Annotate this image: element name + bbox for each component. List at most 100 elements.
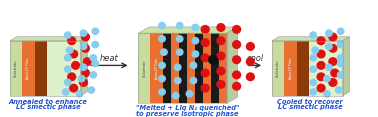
Polygon shape [81,37,87,96]
Circle shape [65,66,71,72]
Circle shape [190,77,197,84]
Polygon shape [284,41,297,96]
Circle shape [159,22,165,29]
Polygon shape [187,33,195,103]
Circle shape [82,45,89,52]
Circle shape [312,47,318,53]
Circle shape [175,77,181,84]
Circle shape [159,62,165,69]
Circle shape [67,47,73,53]
Circle shape [310,79,316,86]
Circle shape [177,22,183,29]
Text: Substrate: Substrate [14,60,18,77]
Text: heat: heat [100,54,119,63]
Circle shape [338,55,344,61]
Polygon shape [309,41,342,96]
Circle shape [201,69,209,77]
Text: to preserve isotropic phase: to preserve isotropic phase [136,111,239,117]
Polygon shape [10,41,22,96]
Circle shape [62,89,69,95]
Circle shape [310,89,316,95]
Circle shape [88,87,94,93]
Circle shape [80,43,87,50]
Polygon shape [342,37,350,96]
Circle shape [329,45,337,52]
Circle shape [246,73,254,81]
Circle shape [84,58,91,65]
Circle shape [329,33,337,41]
Polygon shape [297,41,309,96]
Polygon shape [219,33,227,103]
Circle shape [192,24,198,31]
Circle shape [76,91,83,97]
Circle shape [233,71,240,79]
Circle shape [326,30,332,36]
Polygon shape [195,33,203,103]
Circle shape [338,72,344,78]
Circle shape [233,82,240,90]
Polygon shape [10,37,87,41]
Circle shape [324,91,330,97]
Circle shape [317,84,325,92]
Text: LC smectic phase: LC smectic phase [16,104,81,110]
Polygon shape [150,33,163,103]
Circle shape [317,62,325,69]
Circle shape [65,55,71,61]
Circle shape [217,81,225,88]
Text: Substrate: Substrate [143,60,146,77]
Circle shape [177,49,183,55]
Text: LC smectic phase: LC smectic phase [278,104,342,110]
Polygon shape [171,33,179,103]
Circle shape [201,39,209,46]
Circle shape [201,84,209,92]
Circle shape [79,79,87,86]
Circle shape [82,69,89,77]
Polygon shape [138,27,238,33]
Circle shape [217,67,225,75]
Text: AzoLCP Film: AzoLCP Film [155,57,159,79]
Polygon shape [138,33,150,103]
Circle shape [90,72,96,78]
Circle shape [159,76,165,82]
Text: AzoLCP Film: AzoLCP Film [289,57,293,79]
Circle shape [326,43,332,50]
Circle shape [246,58,254,65]
Circle shape [233,26,240,33]
Polygon shape [227,27,238,103]
Circle shape [65,79,71,86]
Polygon shape [47,41,81,96]
Circle shape [338,41,344,48]
Circle shape [317,50,325,58]
Text: Substrate: Substrate [276,60,280,77]
Circle shape [92,60,99,67]
Circle shape [72,62,79,69]
Circle shape [172,93,179,99]
Circle shape [209,55,217,64]
Circle shape [82,33,89,41]
Circle shape [177,36,183,42]
Circle shape [310,32,316,38]
Circle shape [90,55,96,61]
Circle shape [80,64,87,70]
Circle shape [217,24,225,31]
Text: "Melted + Liq N₂ quenched": "Melted + Liq N₂ quenched" [136,105,239,111]
Circle shape [78,76,85,82]
Circle shape [159,89,165,95]
Circle shape [310,55,316,61]
Polygon shape [36,41,47,96]
Circle shape [317,73,325,81]
Text: Annealed to enhance: Annealed to enhance [9,99,88,105]
Circle shape [70,84,77,92]
Circle shape [192,38,198,44]
Circle shape [190,62,197,69]
Circle shape [92,41,99,48]
Circle shape [317,37,325,45]
Circle shape [68,37,76,45]
Circle shape [92,28,99,34]
Circle shape [217,52,225,60]
Circle shape [186,91,193,97]
Circle shape [201,26,209,33]
Circle shape [217,37,225,45]
Circle shape [310,66,316,72]
Circle shape [326,64,332,70]
